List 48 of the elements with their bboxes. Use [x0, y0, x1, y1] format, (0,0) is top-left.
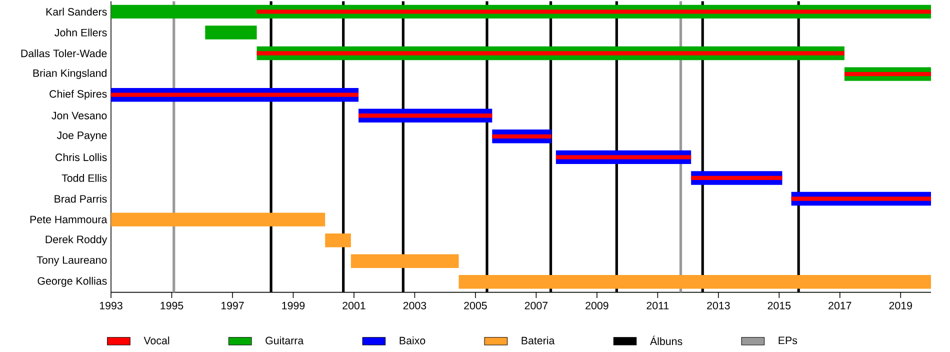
y-tick-label: George Kollias — [38, 276, 107, 287]
bar — [844, 72, 932, 76]
x-tick-label: 2013 — [707, 302, 730, 310]
bar — [325, 234, 351, 248]
x-tick-label: 1999 — [282, 302, 305, 310]
legend-label: Guitarra — [266, 336, 304, 344]
x-tick-label: 2011 — [646, 302, 669, 310]
x-tick-label: 2015 — [768, 302, 791, 310]
y-tick-label: Brad Parris — [54, 194, 107, 203]
y-tick-label: Pete Hammoura — [30, 216, 108, 224]
bar — [492, 134, 552, 139]
y-tick-label: Brian Kingsland — [33, 69, 106, 80]
legend-label: Álbuns — [650, 336, 682, 346]
bar — [205, 26, 257, 40]
bar — [111, 212, 326, 226]
x-tick-label: 1997 — [221, 302, 244, 310]
y-tick-label: Chief Spires — [50, 90, 107, 100]
legend-label: Bateria — [522, 336, 555, 344]
bar — [791, 196, 932, 201]
x-tick-label: 2001 — [342, 302, 366, 310]
bar — [358, 114, 492, 118]
legend-label: EPs — [778, 336, 798, 344]
bar — [256, 51, 844, 56]
bar — [350, 254, 459, 268]
y-tick-label: John Ellers — [54, 28, 107, 36]
y-tick-label: Karl Sanders — [46, 8, 107, 16]
bar — [691, 176, 782, 180]
bar — [256, 10, 932, 14]
y-tick-label: Tony Laureano — [36, 256, 107, 266]
x-tick-label: 2005 — [464, 302, 487, 310]
legend-label: Baixo — [400, 336, 426, 344]
x-tick-label: 2003 — [403, 302, 426, 310]
x-tick-label: 2017 — [828, 302, 852, 310]
y-tick-label: Todd Ellis — [62, 174, 107, 182]
x-tick-label: 2009 — [586, 302, 608, 310]
x-tick-label: 2007 — [524, 302, 548, 310]
x-tick-label: 2019 — [889, 302, 912, 310]
bar — [458, 275, 932, 289]
y-tick-label: Chris Lollis — [56, 153, 107, 162]
y-tick-label: Joe Payne — [56, 132, 107, 142]
bar — [556, 155, 692, 160]
bar — [111, 92, 359, 97]
x-tick-label: 1995 — [160, 302, 184, 310]
x-tick-label: 1993 — [100, 302, 122, 310]
legend-label: Vocal — [144, 336, 170, 344]
y-tick-label: Derek Roddy — [46, 235, 108, 246]
y-tick-label: Jon Vesano — [52, 112, 107, 120]
y-tick-label: Dallas Toler-Wade — [21, 49, 107, 58]
